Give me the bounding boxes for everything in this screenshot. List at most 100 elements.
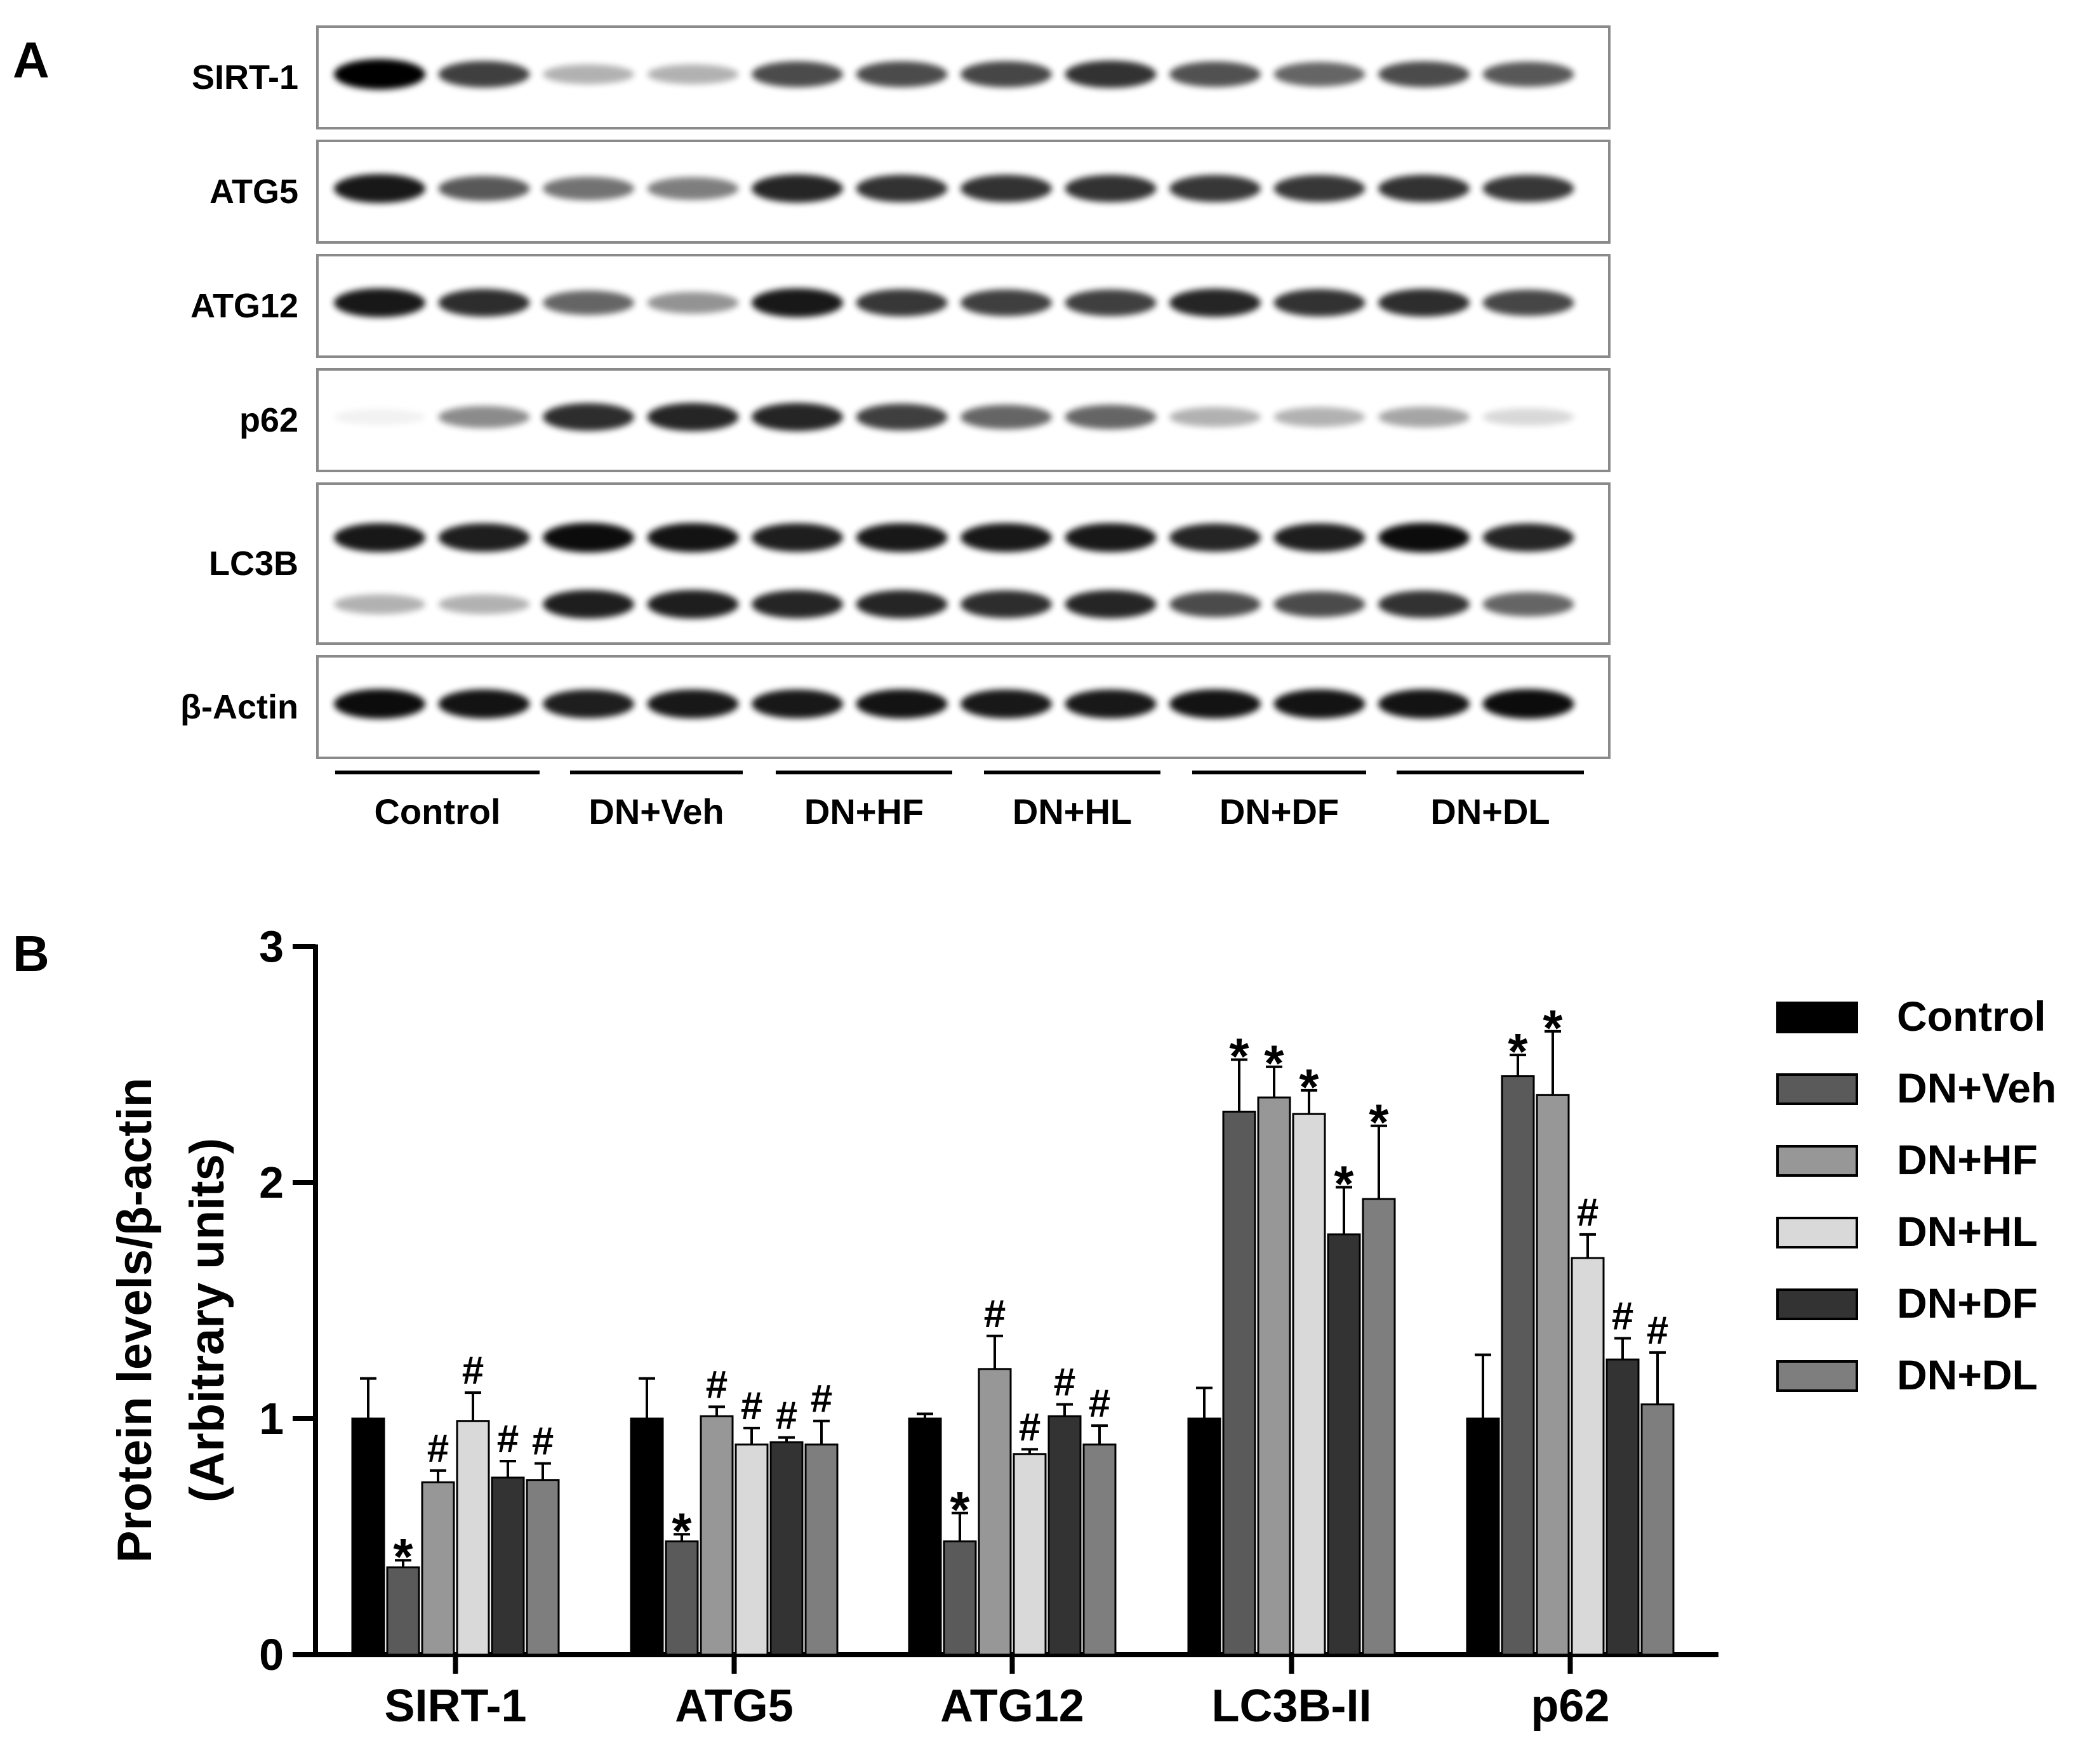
category-label-atg5: ATG5 xyxy=(675,1681,794,1731)
band-lc3b-lane-10 xyxy=(1273,523,1366,552)
band-lc3b-lane-6 xyxy=(856,523,948,552)
significance-mark-lc3b-ii-dn-dl: * xyxy=(1369,1094,1389,1151)
band-lc3b-lane-9 xyxy=(1169,523,1261,552)
band-sirt-1-lane-4 xyxy=(647,64,739,84)
band-lc3b-lower-lane-3 xyxy=(543,590,634,619)
band-lc3b-lower-lane-5 xyxy=(752,590,843,619)
bar-p62-control xyxy=(1466,1417,1500,1656)
legend-swatch-dn-dl xyxy=(1776,1360,1858,1392)
band-atg5-lane-5 xyxy=(752,174,843,203)
group-label-dn-veh: DN+Veh xyxy=(588,791,724,831)
significance-mark-atg5-dn-hf: # xyxy=(706,1363,728,1407)
band-lc3b-lane-3 xyxy=(543,522,634,553)
band-actin-lane-3 xyxy=(543,689,634,718)
significance-mark-sirt-1-dn-hf: # xyxy=(427,1427,449,1471)
bar-atg12-dn-hl xyxy=(1013,1453,1047,1656)
category-label-atg12: ATG12 xyxy=(940,1681,1084,1731)
blot-label-atg12: ATG12 xyxy=(190,287,298,325)
bar-lc3b-ii-dn-hl xyxy=(1292,1113,1326,1656)
band-p62-lane-1 xyxy=(334,409,425,425)
bar-lc3b-ii-dn-hf xyxy=(1257,1096,1291,1656)
bar-sirt-1-dn-hf xyxy=(421,1481,455,1656)
band-lc3b-lower-lane-11 xyxy=(1378,590,1470,618)
significance-mark-atg12-dn-dl: # xyxy=(1089,1382,1110,1426)
band-atg5-lane-2 xyxy=(438,176,530,201)
band-actin-lane-8 xyxy=(1065,689,1157,718)
bar-atg5-dn-hl xyxy=(734,1443,769,1656)
significance-mark-p62-dn-veh: * xyxy=(1508,1023,1528,1080)
bar-atg5-dn-dl xyxy=(804,1443,839,1656)
legend-label-dn-dl: DN+DL xyxy=(1897,1351,2038,1398)
band-p62-lane-9 xyxy=(1169,407,1261,427)
group-label-dn-dl: DN+DL xyxy=(1430,791,1550,831)
significance-mark-atg12-dn-veh: * xyxy=(950,1481,970,1538)
y-axis-title-line1: Protein levels/β-actin xyxy=(108,1078,162,1563)
bar-lc3b-ii-control xyxy=(1187,1417,1221,1656)
band-atg12-lane-6 xyxy=(856,289,948,317)
band-actin-lane-10 xyxy=(1273,689,1366,719)
bar-atg5-dn-veh xyxy=(665,1540,699,1656)
band-atg5-lane-11 xyxy=(1378,175,1470,202)
band-p62-lane-2 xyxy=(438,406,530,428)
band-actin-lane-11 xyxy=(1378,689,1470,719)
significance-mark-atg12-dn-hf: # xyxy=(984,1292,1006,1336)
significance-mark-atg12-dn-df: # xyxy=(1054,1361,1075,1405)
significance-mark-atg5-dn-veh: * xyxy=(672,1502,692,1559)
band-atg12-lane-10 xyxy=(1273,289,1366,317)
category-label-lc3b-ii: LC3B-II xyxy=(1212,1681,1372,1731)
band-actin-lane-2 xyxy=(438,689,530,719)
significance-mark-lc3b-ii-dn-veh: * xyxy=(1229,1028,1249,1085)
band-p62-lane-3 xyxy=(543,403,634,431)
band-sirt-1-lane-6 xyxy=(856,61,948,88)
band-actin-lane-4 xyxy=(647,689,739,718)
western-blot: SIRT-1 ATG5 ATG12 p62 LC3B β-Actin Control DN+V… xyxy=(180,25,1611,831)
significance-mark-atg5-dn-dl: # xyxy=(811,1377,832,1421)
band-atg12-lane-4 xyxy=(647,291,739,314)
band-atg5-lane-12 xyxy=(1482,175,1574,202)
band-atg5-lane-3 xyxy=(543,176,634,201)
band-lc3b-lane-4 xyxy=(647,522,739,553)
bar-atg12-control xyxy=(908,1417,942,1656)
band-atg12-lane-1 xyxy=(334,288,425,317)
band-lc3b-lane-1 xyxy=(334,523,425,552)
legend-label-dn-veh: DN+Veh xyxy=(1897,1064,2056,1111)
band-atg12-lane-3 xyxy=(543,290,634,315)
band-atg5-lane-6 xyxy=(856,175,948,202)
band-p62-lane-10 xyxy=(1273,407,1366,427)
significance-mark-atg5-dn-hl: # xyxy=(741,1384,762,1428)
legend-label-dn-hf: DN+HF xyxy=(1897,1136,2038,1183)
band-lc3b-lower-lane-12 xyxy=(1482,592,1574,617)
blot-label-p62: p62 xyxy=(239,401,298,439)
band-actin-lane-7 xyxy=(960,689,1052,718)
blot-label-atg5: ATG5 xyxy=(209,173,298,211)
significance-mark-sirt-1-dn-dl: # xyxy=(532,1420,554,1464)
group-label-dn-hl: DN+HL xyxy=(1013,791,1132,831)
blot-label-actin: β-Actin xyxy=(180,688,298,726)
panel-b-letter: B xyxy=(13,925,50,982)
band-p62-lane-6 xyxy=(856,404,948,430)
band-sirt-1-lane-12 xyxy=(1482,62,1574,87)
group-label-dn-df: DN+DF xyxy=(1219,791,1339,831)
category-label-sirt-1: SIRT-1 xyxy=(384,1681,526,1731)
bar-atg5-dn-df xyxy=(769,1441,804,1656)
bar-sirt-1-dn-df xyxy=(491,1476,525,1656)
band-p62-lane-11 xyxy=(1378,406,1470,428)
band-atg12-lane-5 xyxy=(752,288,843,317)
blot-label-lc3b: LC3B xyxy=(209,545,298,583)
band-atg12-lane-2 xyxy=(438,289,530,317)
band-sirt-1-lane-7 xyxy=(960,61,1052,88)
significance-mark-lc3b-ii-dn-hf: * xyxy=(1264,1035,1284,1092)
group-label-control: Control xyxy=(374,791,500,831)
significance-mark-lc3b-ii-dn-df: * xyxy=(1334,1155,1354,1212)
bar-atg12-dn-dl xyxy=(1082,1443,1117,1656)
band-lc3b-lower-lane-8 xyxy=(1065,590,1157,619)
band-sirt-1-lane-2 xyxy=(438,61,530,88)
legend-swatch-dn-df xyxy=(1776,1288,1858,1320)
band-sirt-1-lane-8 xyxy=(1065,60,1157,88)
band-atg12-lane-9 xyxy=(1169,288,1261,317)
y-axis-title-line2: (Arbitrary units) xyxy=(180,1138,234,1502)
y-tick-label-0: 0 xyxy=(259,1630,284,1679)
legend-label-control: Control xyxy=(1897,993,2046,1040)
y-tick-label-2: 2 xyxy=(259,1158,284,1207)
